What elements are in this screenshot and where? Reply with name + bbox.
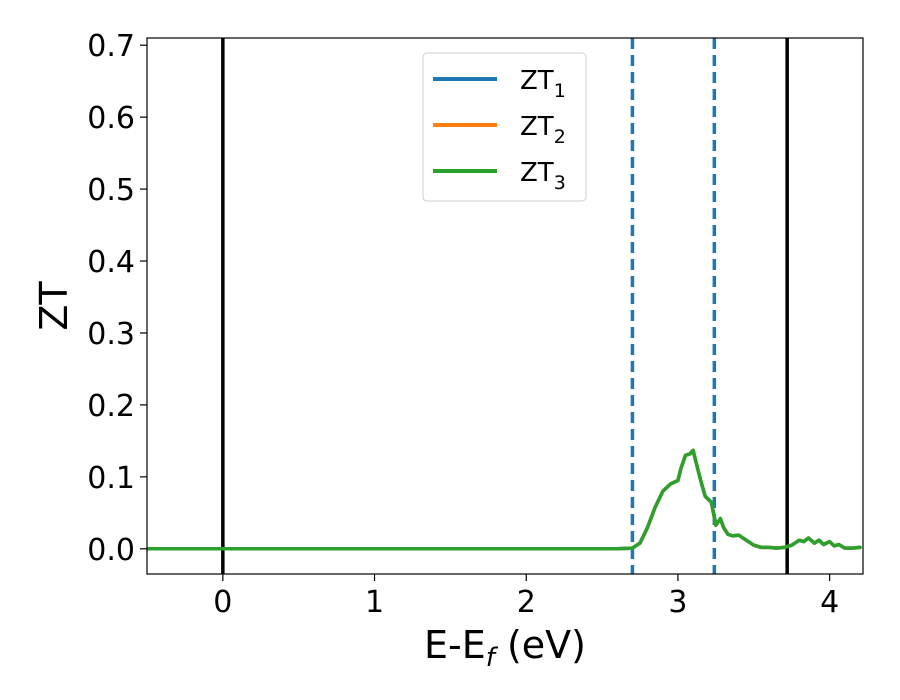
- x-axis-title-main: E-E: [424, 623, 486, 667]
- x-axis-ticks: 0 1 2 3 4: [213, 574, 839, 620]
- legend-label-zt3: ZT3: [520, 158, 566, 194]
- y-tick-label: 0.5: [87, 173, 135, 208]
- y-tick-label: 0.2: [87, 389, 135, 424]
- x-tick-label: 1: [365, 585, 384, 620]
- plot-area: [147, 38, 862, 574]
- series-line-zt3: [147, 448, 862, 551]
- y-tick-label: 0.4: [87, 245, 135, 280]
- x-tick-label: 4: [820, 585, 839, 620]
- x-axis-title: E-Ef (eV): [424, 623, 586, 673]
- legend-label-zt1: ZT1: [520, 66, 566, 102]
- y-tick-label: 0.0: [87, 533, 135, 568]
- series-line-zt2: [147, 448, 862, 551]
- plot-content: [147, 38, 862, 574]
- x-axis-title-unit: (eV): [495, 623, 586, 667]
- x-tick-label: 3: [668, 585, 687, 620]
- legend: ZT1 ZT2 ZT3: [422, 52, 587, 202]
- y-tick-label: 0.1: [87, 461, 135, 496]
- legend-box: [422, 52, 587, 202]
- x-tick-label: 2: [517, 585, 536, 620]
- series-line-zt1: [147, 448, 862, 551]
- y-tick-label: 0.3: [87, 317, 135, 352]
- y-axis-title: ZT: [32, 281, 76, 331]
- y-axis-ticks: 0.0 0.1 0.2 0.3 0.4 0.5 0.6 0.7: [87, 29, 147, 568]
- legend-label-zt2: ZT2: [520, 112, 566, 148]
- x-tick-label: 0: [213, 585, 232, 620]
- y-tick-label: 0.7: [87, 29, 135, 64]
- y-tick-label: 0.6: [87, 101, 135, 136]
- axes-frame: [146, 37, 864, 575]
